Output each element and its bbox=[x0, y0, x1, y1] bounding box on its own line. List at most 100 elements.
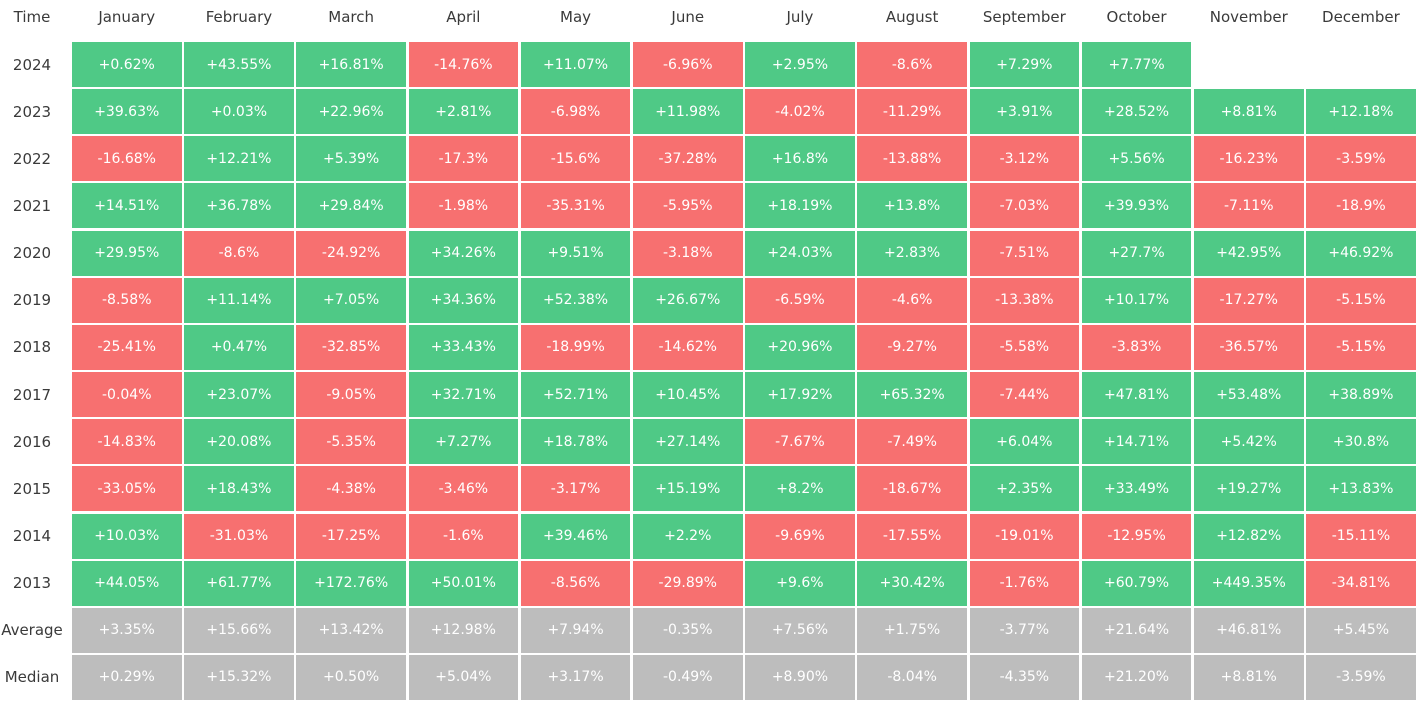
row-label: Median bbox=[4, 668, 60, 687]
row-label: 2024 bbox=[12, 55, 52, 74]
return-cell: +18.19% bbox=[745, 183, 855, 229]
summary-cell: -8.04% bbox=[857, 654, 967, 700]
return-cell: -17.27% bbox=[1194, 277, 1304, 323]
summary-cell: +15.32% bbox=[184, 654, 294, 700]
return-cell: +14.71% bbox=[1081, 419, 1192, 465]
return-cell: +11.07% bbox=[520, 42, 631, 87]
return-cell: +6.04% bbox=[969, 419, 1080, 465]
return-cell: +15.19% bbox=[633, 466, 743, 512]
return-cell: +39.93% bbox=[1081, 183, 1192, 229]
return-cell: +26.67% bbox=[633, 277, 743, 323]
return-cell: +18.43% bbox=[184, 466, 294, 512]
return-cell: +2.83% bbox=[857, 230, 967, 276]
return-cell: +7.77% bbox=[1081, 42, 1192, 87]
return-cell: +44.05% bbox=[72, 560, 182, 606]
return-cell: -4.38% bbox=[296, 466, 406, 512]
row-label: Average bbox=[1, 621, 63, 640]
return-cell: -18.9% bbox=[1306, 183, 1416, 229]
return-cell: +8.81% bbox=[1194, 89, 1304, 135]
return-cell: -1.76% bbox=[969, 560, 1080, 606]
return-cell: +65.32% bbox=[857, 372, 967, 418]
return-cell: -14.76% bbox=[408, 42, 519, 87]
return-cell: +17.92% bbox=[745, 372, 855, 418]
row-label: 2016 bbox=[12, 432, 52, 451]
return-cell: +30.42% bbox=[857, 560, 967, 606]
row-label: 2015 bbox=[12, 479, 52, 498]
return-cell: -8.6% bbox=[184, 230, 294, 276]
return-cell: +16.81% bbox=[296, 42, 406, 87]
return-cell: +449.35% bbox=[1194, 560, 1304, 606]
return-cell: +2.81% bbox=[408, 89, 519, 135]
return-cell: -17.25% bbox=[296, 513, 406, 559]
return-cell: -8.6% bbox=[857, 42, 967, 87]
return-cell: +12.82% bbox=[1194, 513, 1304, 559]
return-cell: +28.52% bbox=[1081, 89, 1192, 135]
return-cell: +29.84% bbox=[296, 183, 406, 229]
return-cell: +38.89% bbox=[1306, 372, 1416, 418]
return-cell: -13.38% bbox=[969, 277, 1080, 323]
return-cell: -16.68% bbox=[72, 136, 182, 182]
return-cell: -7.67% bbox=[745, 419, 855, 465]
return-cell: -1.6% bbox=[408, 513, 519, 559]
return-cell: -6.96% bbox=[633, 42, 743, 87]
return-cell: +13.8% bbox=[857, 183, 967, 229]
return-cell: -7.51% bbox=[969, 230, 1080, 276]
return-cell: -15.11% bbox=[1306, 513, 1416, 559]
column-header: October bbox=[1106, 8, 1167, 26]
return-cell: -29.89% bbox=[633, 560, 743, 606]
return-cell: +18.78% bbox=[520, 419, 631, 465]
return-cell: +5.42% bbox=[1194, 419, 1304, 465]
return-cell: -5.95% bbox=[633, 183, 743, 229]
return-cell: +12.21% bbox=[184, 136, 294, 182]
summary-cell: -0.35% bbox=[633, 607, 743, 653]
return-cell: +2.35% bbox=[969, 466, 1080, 512]
return-cell: +20.08% bbox=[184, 419, 294, 465]
return-cell: -17.3% bbox=[408, 136, 519, 182]
return-cell: -3.12% bbox=[969, 136, 1080, 182]
summary-cell: +15.66% bbox=[184, 607, 294, 653]
column-header: November bbox=[1209, 8, 1288, 26]
column-header: March bbox=[328, 8, 374, 26]
return-cell: +42.95% bbox=[1194, 230, 1304, 276]
return-cell: -9.05% bbox=[296, 372, 406, 418]
summary-cell: +3.17% bbox=[520, 654, 631, 700]
return-cell: -5.58% bbox=[969, 324, 1080, 370]
return-cell: +47.81% bbox=[1081, 372, 1192, 418]
column-header: December bbox=[1322, 8, 1400, 26]
summary-cell: +5.45% bbox=[1306, 607, 1416, 653]
return-cell: -17.55% bbox=[857, 513, 967, 559]
summary-cell: +3.35% bbox=[72, 607, 182, 653]
return-cell: -3.18% bbox=[633, 230, 743, 276]
summary-cell: +1.75% bbox=[857, 607, 967, 653]
return-cell: -8.56% bbox=[520, 560, 631, 606]
return-cell: -9.69% bbox=[745, 513, 855, 559]
return-cell: +10.03% bbox=[72, 513, 182, 559]
return-cell: -19.01% bbox=[969, 513, 1080, 559]
return-cell: +39.46% bbox=[520, 513, 631, 559]
return-cell: -4.02% bbox=[745, 89, 855, 135]
return-cell: -5.15% bbox=[1306, 324, 1416, 370]
return-cell: +9.6% bbox=[745, 560, 855, 606]
return-cell: +10.45% bbox=[633, 372, 743, 418]
return-cell: -3.17% bbox=[520, 466, 631, 512]
return-cell: -35.31% bbox=[520, 183, 631, 229]
return-cell: -6.59% bbox=[745, 277, 855, 323]
return-cell: -7.03% bbox=[969, 183, 1080, 229]
column-header: May bbox=[560, 8, 592, 26]
summary-cell: +0.29% bbox=[72, 654, 182, 700]
return-cell: -33.05% bbox=[72, 466, 182, 512]
return-cell: +0.47% bbox=[184, 324, 294, 370]
row-label: 2023 bbox=[12, 102, 52, 121]
column-header: September bbox=[982, 8, 1066, 26]
return-cell: -6.98% bbox=[520, 89, 631, 135]
return-cell: +20.96% bbox=[745, 324, 855, 370]
return-cell: +23.07% bbox=[184, 372, 294, 418]
return-cell: +5.39% bbox=[296, 136, 406, 182]
column-header: April bbox=[446, 8, 481, 26]
return-cell: -16.23% bbox=[1194, 136, 1304, 182]
column-header: January bbox=[98, 8, 156, 26]
return-cell: +13.83% bbox=[1306, 466, 1416, 512]
return-cell: +27.14% bbox=[633, 419, 743, 465]
return-cell: +52.71% bbox=[520, 372, 631, 418]
